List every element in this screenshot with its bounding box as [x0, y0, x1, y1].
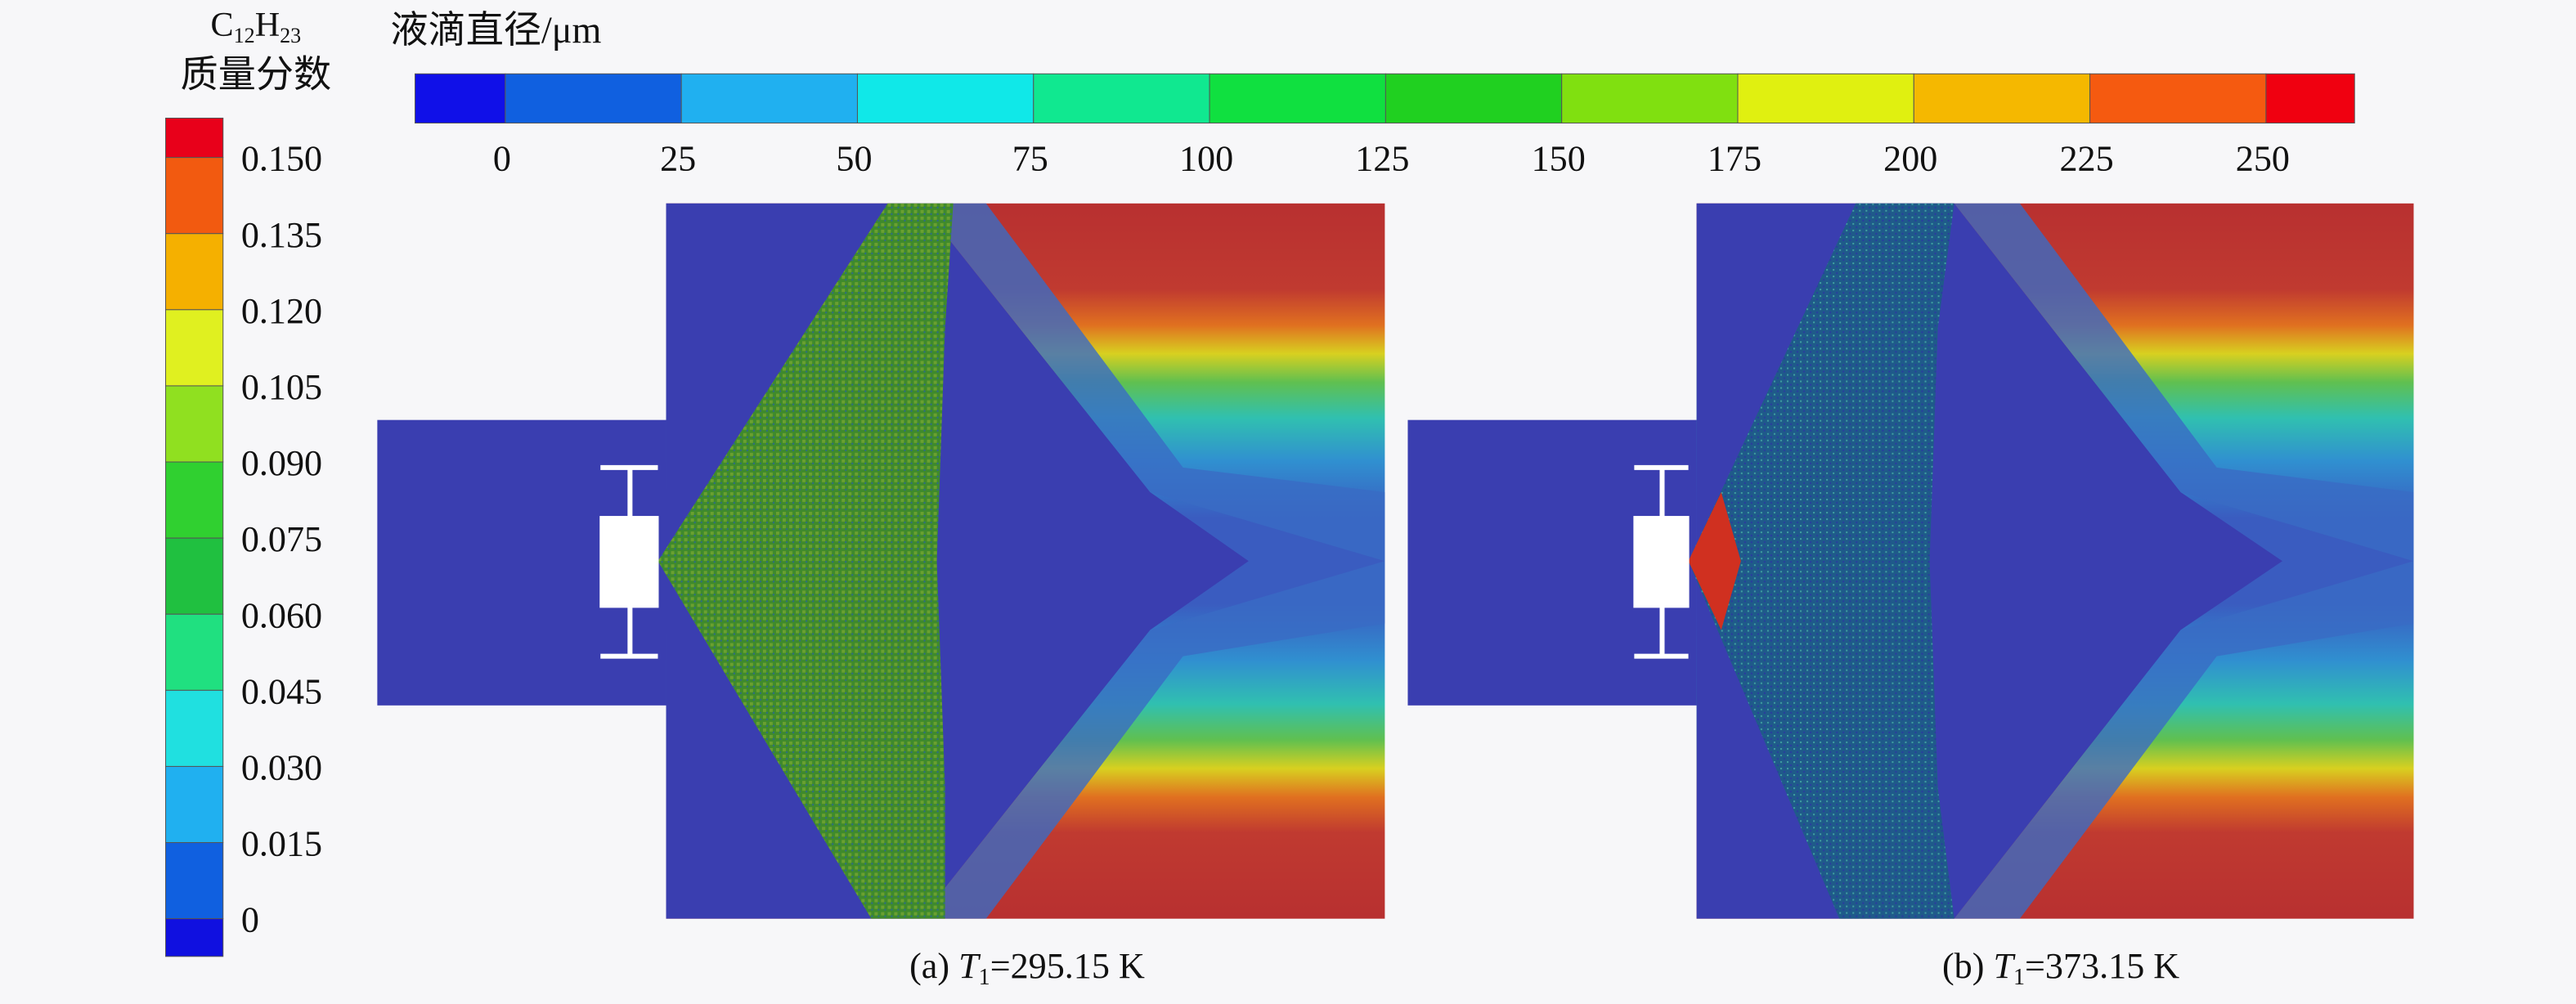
colorbar-segment [856, 73, 1034, 123]
colorbar-tick-label: 50 [836, 139, 872, 179]
colorbar-segment [165, 689, 224, 767]
colorbar-segment [1737, 73, 1914, 123]
caption-part: 1 [2013, 965, 2025, 990]
colorbar-segment [165, 537, 224, 615]
colorbar-segment [1033, 73, 1210, 123]
colorbar-tick-label: 0.015 [241, 824, 322, 864]
caption-part: (a) [909, 946, 958, 986]
colorbar-tick-label: 0 [493, 139, 511, 179]
colorbar-tick-label: 0.105 [241, 367, 322, 407]
caption-part: =295.15 K [990, 946, 1145, 986]
colorbar-segment [165, 117, 224, 159]
colorbar-segment [165, 613, 224, 691]
contour-plot [377, 203, 1385, 919]
caption-part: (b) [1942, 946, 1993, 986]
panels: (a) T1=295.15 K (b) T1=373.15 K [377, 203, 2414, 990]
colorbar-tick-label: 25 [660, 139, 696, 179]
top-colorbar-title: 液滴直径/μm [390, 9, 601, 51]
colorbar-tick-label: 0.030 [241, 748, 322, 788]
colorbar-segment [1209, 73, 1386, 123]
colorbar-segment [1561, 73, 1739, 123]
colorbar-segment [1913, 73, 2091, 123]
colorbar-tick-label: 250 [2236, 139, 2290, 179]
colorbar-segment [505, 73, 682, 123]
colorbar-segment [680, 73, 858, 123]
colorbar-tick-label: 225 [2059, 139, 2113, 179]
colorbar-tick-label: 0 [241, 900, 259, 940]
left-colorbar-title: C12H23 [211, 6, 302, 47]
contour-plot [1407, 203, 2414, 919]
colorbar-segment [165, 461, 224, 539]
colorbar-segment [165, 233, 224, 311]
colorbar-segment [165, 765, 224, 844]
colorbar-tick-label: 150 [1532, 139, 1586, 179]
colorbar-tick-label: 0.090 [241, 443, 322, 483]
colorbar-segment [2265, 73, 2355, 123]
colorbar-tick-label: 75 [1012, 139, 1048, 179]
colorbar-tick-label: 200 [1883, 139, 1937, 179]
colorbar-segment [165, 309, 224, 387]
caption-part: T [1993, 946, 2016, 986]
colorbar-tick-label: 0.075 [241, 519, 322, 559]
colorbar-segment [165, 157, 224, 235]
colorbar-tick-label: 100 [1179, 139, 1233, 179]
legends: C12H23 质量分数 液滴直径/μm 0.150 0.135 0.120 0.105… [165, 6, 2355, 957]
panel-caption: (a) T1=295.15 K [909, 946, 1145, 990]
colorbar-segment [165, 918, 224, 957]
colorbar-tick-label: 0.045 [241, 671, 322, 711]
colorbar-tick-label: 0.060 [241, 595, 322, 635]
colorbar-segment [165, 842, 224, 920]
caption-part: 1 [979, 965, 990, 990]
colorbar-segment [1384, 73, 1563, 123]
colorbar-segment [415, 73, 506, 123]
panel-caption: (b) T1=373.15 K [1942, 946, 2179, 990]
caption-part: =373.15 K [2025, 946, 2179, 986]
colorbar-tick-label: 0.150 [241, 139, 322, 179]
colorbar-tick-label: 0.120 [241, 291, 322, 331]
colorbar-tick-label: 0.135 [241, 215, 322, 255]
caption-part: T [958, 946, 981, 986]
colorbar-tick-label: 125 [1355, 139, 1409, 179]
left-colorbar-title: 质量分数 [181, 53, 332, 95]
colorbar-tick-label: 175 [1708, 139, 1761, 179]
colorbar-segment [2089, 73, 2267, 123]
colorbar-segment [165, 385, 224, 463]
